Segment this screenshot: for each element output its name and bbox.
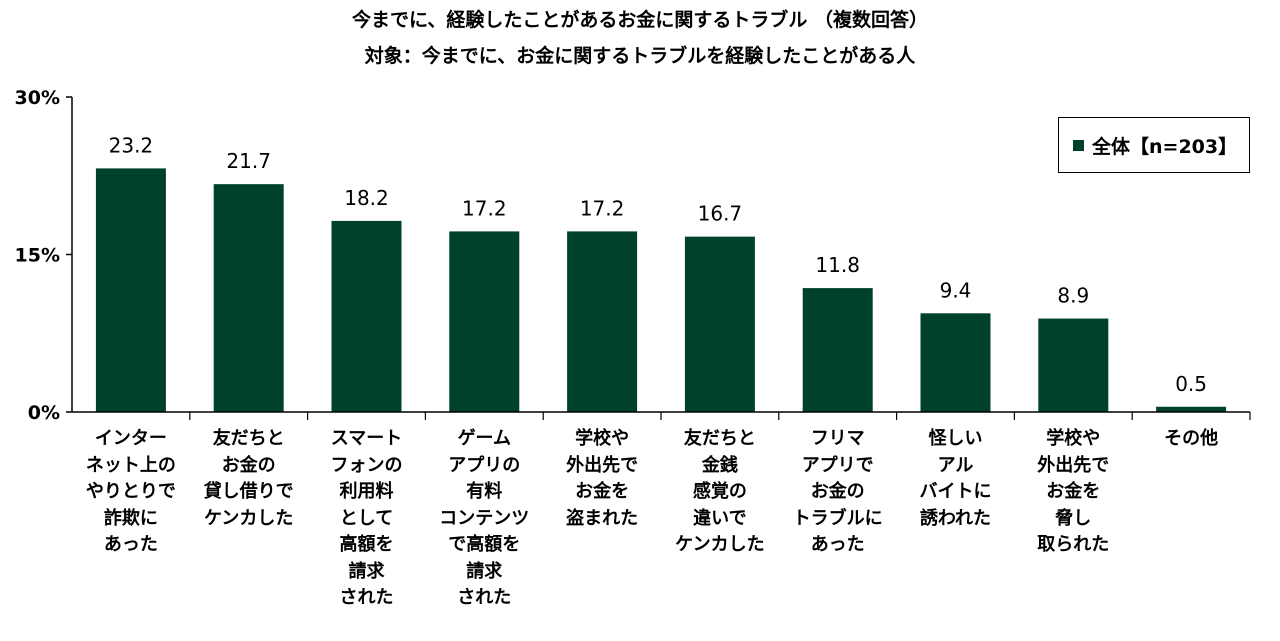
bar [920, 313, 991, 412]
data-label: 8.9 [1057, 284, 1089, 308]
bar [449, 231, 520, 412]
x-tick-label: ゲーム アプリの 有料 コンテンツ で高額を 請求 された [439, 428, 530, 608]
x-tick-label: フリマ アプリで お金の トラブルに あった [792, 428, 883, 555]
data-label: 18.2 [344, 186, 389, 210]
x-tick-label: その他 [1164, 428, 1219, 449]
x-tick-label: 学校や 外出先で お金を 脅し 取られた [1037, 428, 1110, 555]
bar [331, 220, 402, 412]
data-label: 0.5 [1175, 372, 1207, 396]
data-label: 9.4 [940, 278, 972, 302]
bar [213, 184, 284, 412]
x-tick-label: 友だちと 金銭 感覚の 違いで ケンカした [675, 428, 765, 555]
data-label: 16.7 [698, 202, 743, 226]
data-label: 23.2 [109, 133, 154, 157]
bar [802, 288, 873, 412]
data-label: 17.2 [580, 196, 625, 220]
legend-label: 全体【n=203】 [1092, 135, 1238, 158]
x-tick-label: スマート フォンの 利用料 として 高額を 請求 された [330, 428, 403, 608]
chart-subtitle: 対象：今までに、お金に関するトラブルを経験したことがある人 [364, 45, 916, 67]
x-tick-label: インター ネット上の やりとりで 詐欺に あった [85, 428, 176, 555]
bar [567, 231, 638, 412]
data-label: 17.2 [462, 196, 507, 220]
x-tick-label: 怪しい アル バイトに 誘われた [919, 428, 992, 529]
legend-swatch [1073, 139, 1084, 151]
x-tick-label: 学校や 外出先で お金を 盗まれた [566, 428, 639, 529]
chart-title: 今までに、経験したことがあるお金に関するトラブル （複数回答） [351, 9, 929, 31]
data-label: 21.7 [226, 149, 271, 173]
data-label: 11.8 [815, 253, 860, 277]
bar [684, 236, 755, 412]
legend: 全体【n=203】 [1058, 117, 1250, 173]
y-tick-label: 30% [15, 87, 60, 109]
bar [1156, 406, 1227, 412]
y-tick-label: 15% [15, 245, 60, 267]
x-tick-label: 友だちと お金の 貸し借りで ケンカした [203, 428, 294, 529]
bar [95, 168, 166, 412]
bar [1038, 318, 1109, 412]
y-tick-label: 0% [28, 402, 60, 424]
